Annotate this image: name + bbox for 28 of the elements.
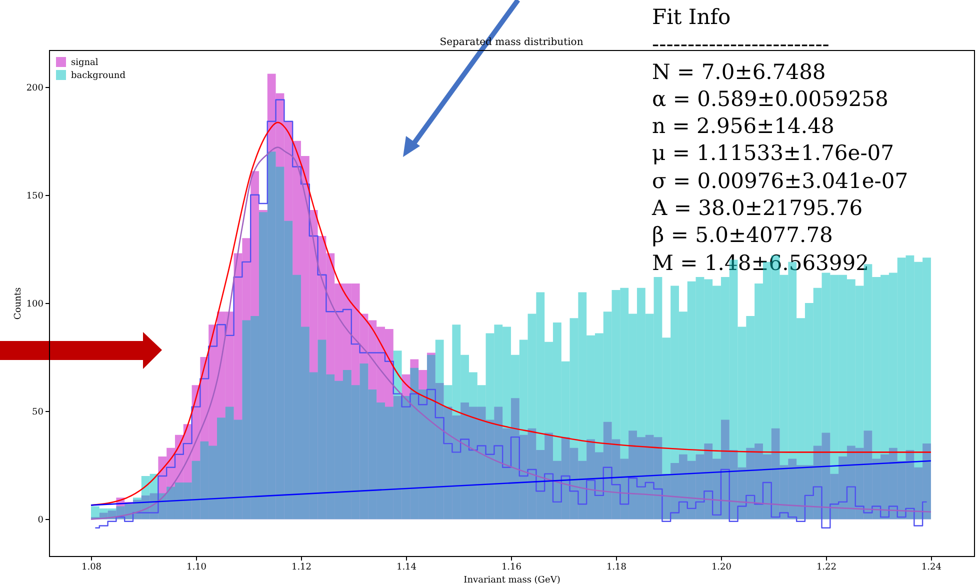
annotation: α = 0.589±0.0059258 bbox=[652, 86, 890, 113]
y-tick-label: 100 bbox=[26, 300, 44, 310]
text: Fit Info bbox=[652, 4, 732, 31]
x-tick-label: 1.12 bbox=[291, 562, 312, 572]
x-tick-label: 1.18 bbox=[606, 562, 627, 572]
x-axis-title: Invariant mass (GeV) bbox=[464, 576, 560, 584]
x-tick-label: 1.20 bbox=[711, 562, 732, 572]
x-tick-label: 1.10 bbox=[186, 562, 207, 572]
annotation: σ = 0.00976±3.041e-07 bbox=[652, 168, 908, 195]
x-tick-label: 1.08 bbox=[81, 562, 102, 572]
legend-label: signal bbox=[71, 58, 98, 68]
annotation: M = 1.48±6.563992 bbox=[652, 250, 870, 277]
annotation: ------------------------- bbox=[652, 31, 830, 58]
y-tick-label: 200 bbox=[26, 83, 44, 94]
x-tick-label: 1.16 bbox=[501, 562, 522, 572]
annotation: n = 2.956±14.48 bbox=[652, 113, 836, 140]
annotation: β = 5.0±4077.78 bbox=[652, 222, 834, 250]
x-tick-label: 1.14 bbox=[396, 562, 417, 572]
y-tick-label: 150 bbox=[26, 191, 44, 202]
annotation: A = 38.0±21795.76 bbox=[652, 195, 864, 222]
y-tick-label: 0 bbox=[38, 516, 44, 526]
y-tick-label: 50 bbox=[32, 408, 44, 418]
y-axis-title: Counts bbox=[13, 287, 24, 320]
legend-label: background bbox=[71, 71, 126, 81]
x-tick-label: 1.24 bbox=[921, 562, 942, 572]
annotation: N = 7.0±6.7488 bbox=[652, 58, 827, 86]
annotation: μ = 1.11533±1.76e-07 bbox=[652, 140, 896, 168]
x-tick-label: 1.22 bbox=[816, 562, 836, 572]
